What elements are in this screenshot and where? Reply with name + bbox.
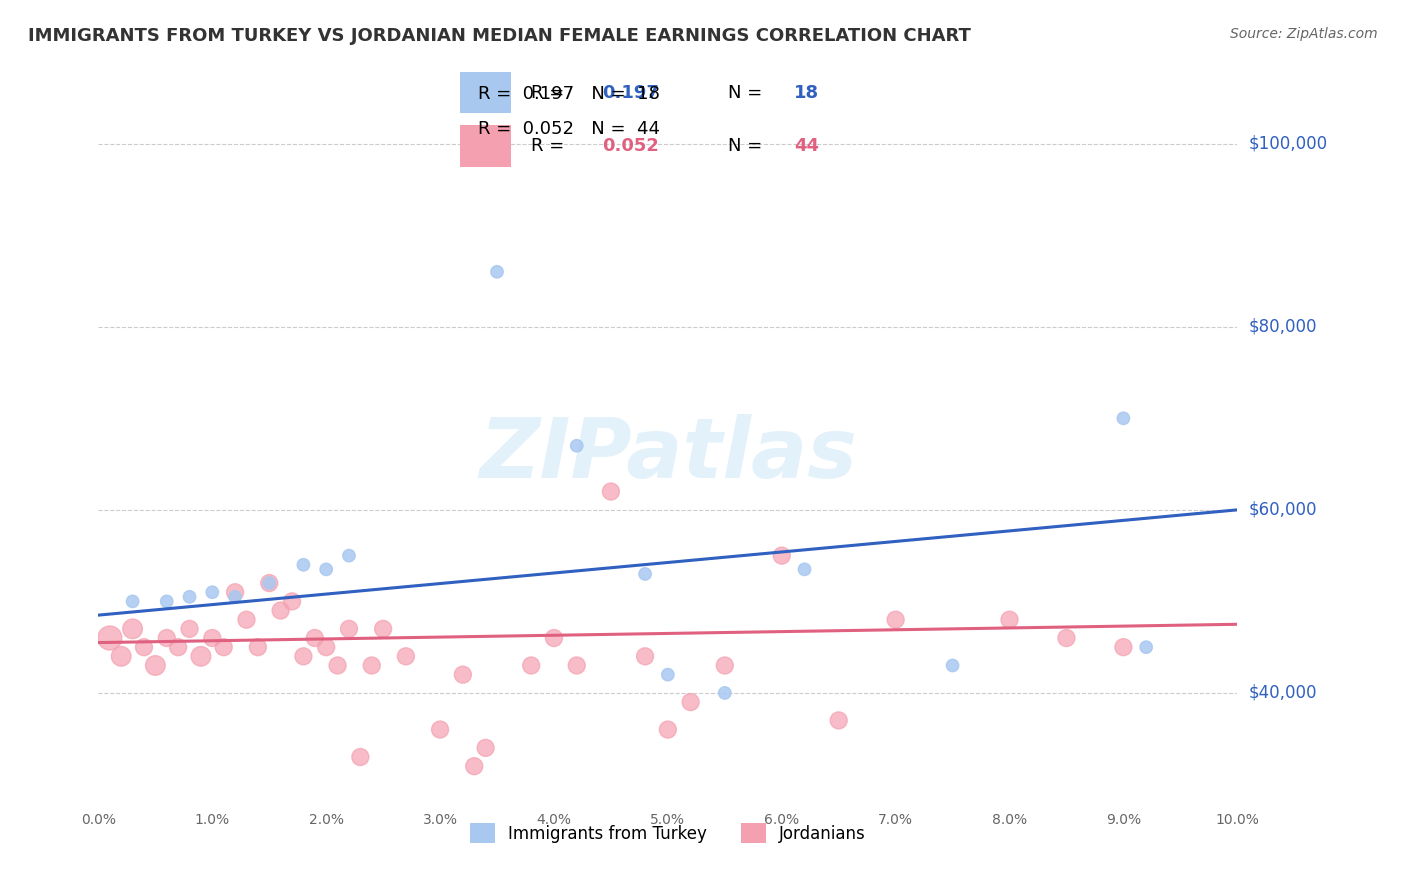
Text: Source: ZipAtlas.com: Source: ZipAtlas.com bbox=[1230, 27, 1378, 41]
Bar bbox=[460, 71, 510, 113]
Text: 0.052: 0.052 bbox=[602, 137, 658, 155]
Point bbox=[634, 566, 657, 581]
Point bbox=[474, 740, 496, 755]
Point bbox=[270, 603, 292, 617]
Point bbox=[451, 667, 474, 681]
Point bbox=[1135, 640, 1157, 655]
Point bbox=[634, 649, 657, 664]
Text: R =: R = bbox=[531, 84, 569, 102]
Point bbox=[337, 549, 360, 563]
Point bbox=[201, 631, 224, 645]
Point bbox=[292, 649, 315, 664]
Point bbox=[360, 658, 382, 673]
Point bbox=[942, 658, 965, 673]
Point bbox=[224, 585, 246, 599]
Text: R =: R = bbox=[531, 137, 569, 155]
Point bbox=[884, 613, 907, 627]
Point bbox=[259, 576, 281, 591]
Point bbox=[315, 640, 337, 655]
Point bbox=[98, 631, 121, 645]
Point bbox=[828, 714, 851, 728]
Point bbox=[179, 622, 201, 636]
Point bbox=[121, 622, 143, 636]
Text: N =: N = bbox=[728, 137, 768, 155]
Point bbox=[395, 649, 418, 664]
Point bbox=[224, 590, 246, 604]
Point bbox=[1112, 411, 1135, 425]
Point bbox=[246, 640, 269, 655]
Point bbox=[463, 759, 485, 773]
Point bbox=[201, 585, 224, 599]
Point bbox=[600, 484, 623, 499]
Text: R =  0.197   N =  18: R = 0.197 N = 18 bbox=[478, 85, 659, 103]
Text: 0.197: 0.197 bbox=[602, 84, 658, 102]
Point bbox=[167, 640, 190, 655]
Point bbox=[373, 622, 395, 636]
Text: ZIPatlas: ZIPatlas bbox=[479, 415, 856, 495]
Text: 18: 18 bbox=[794, 84, 820, 102]
Point bbox=[349, 750, 371, 764]
Point bbox=[326, 658, 349, 673]
Point bbox=[281, 594, 304, 608]
Point bbox=[429, 723, 451, 737]
Legend: Immigrants from Turkey, Jordanians: Immigrants from Turkey, Jordanians bbox=[464, 816, 872, 850]
Text: IMMIGRANTS FROM TURKEY VS JORDANIAN MEDIAN FEMALE EARNINGS CORRELATION CHART: IMMIGRANTS FROM TURKEY VS JORDANIAN MEDI… bbox=[28, 27, 972, 45]
Text: $60,000: $60,000 bbox=[1249, 500, 1317, 519]
Point bbox=[520, 658, 543, 673]
Point bbox=[657, 667, 679, 681]
Point bbox=[304, 631, 326, 645]
Point bbox=[132, 640, 155, 655]
Point bbox=[486, 265, 509, 279]
Point bbox=[235, 613, 257, 627]
Point bbox=[212, 640, 235, 655]
Point bbox=[565, 439, 588, 453]
Point bbox=[714, 658, 737, 673]
Point bbox=[156, 631, 179, 645]
Point bbox=[110, 649, 132, 664]
Point bbox=[190, 649, 212, 664]
Text: $80,000: $80,000 bbox=[1249, 318, 1317, 335]
Text: R =  0.052   N =  44: R = 0.052 N = 44 bbox=[478, 120, 659, 138]
Point bbox=[1112, 640, 1135, 655]
Point bbox=[292, 558, 315, 572]
Text: $100,000: $100,000 bbox=[1249, 135, 1327, 153]
Point bbox=[998, 613, 1021, 627]
Point bbox=[770, 549, 793, 563]
Point bbox=[714, 686, 737, 700]
Point bbox=[793, 562, 815, 576]
Point bbox=[679, 695, 702, 709]
Text: $40,000: $40,000 bbox=[1249, 684, 1317, 702]
Point bbox=[145, 658, 167, 673]
Point bbox=[315, 562, 337, 576]
Point bbox=[259, 576, 281, 591]
Point bbox=[657, 723, 679, 737]
Point bbox=[1056, 631, 1078, 645]
Bar bbox=[460, 125, 510, 167]
Point bbox=[337, 622, 360, 636]
Point bbox=[543, 631, 565, 645]
Point bbox=[121, 594, 143, 608]
Point bbox=[179, 590, 201, 604]
Point bbox=[156, 594, 179, 608]
Point bbox=[565, 658, 588, 673]
Text: 44: 44 bbox=[794, 137, 820, 155]
Text: N =: N = bbox=[728, 84, 768, 102]
